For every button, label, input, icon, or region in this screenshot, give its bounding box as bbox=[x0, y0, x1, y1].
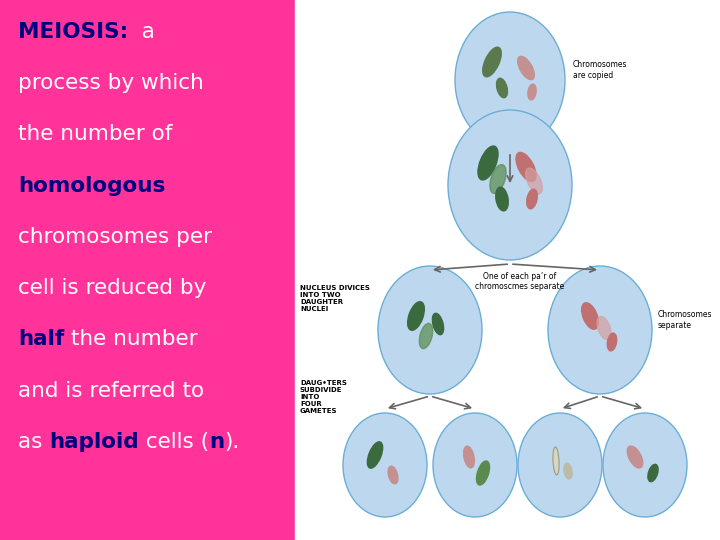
Text: haploid: haploid bbox=[49, 432, 139, 452]
Ellipse shape bbox=[607, 333, 617, 351]
Ellipse shape bbox=[597, 316, 611, 340]
Ellipse shape bbox=[518, 413, 602, 517]
Text: chromosomes per: chromosomes per bbox=[18, 227, 212, 247]
Text: n: n bbox=[209, 432, 224, 452]
Ellipse shape bbox=[548, 266, 652, 394]
Text: homologous: homologous bbox=[18, 176, 166, 195]
Text: One of each pa’r of
chromoscmes separate: One of each pa’r of chromoscmes separate bbox=[475, 272, 564, 292]
Ellipse shape bbox=[419, 323, 433, 349]
Ellipse shape bbox=[482, 47, 501, 77]
Ellipse shape bbox=[455, 12, 565, 148]
Ellipse shape bbox=[553, 447, 559, 475]
Ellipse shape bbox=[388, 466, 398, 484]
Text: a: a bbox=[128, 22, 155, 42]
Ellipse shape bbox=[582, 303, 598, 329]
Text: half: half bbox=[18, 329, 64, 349]
Ellipse shape bbox=[477, 461, 490, 485]
Text: ).: ). bbox=[224, 432, 239, 452]
Ellipse shape bbox=[490, 165, 506, 193]
Ellipse shape bbox=[367, 442, 382, 468]
Text: cell is reduced by: cell is reduced by bbox=[18, 278, 207, 298]
Ellipse shape bbox=[433, 413, 517, 517]
Text: Chromosomes
are copied: Chromosomes are copied bbox=[573, 60, 628, 80]
Ellipse shape bbox=[343, 413, 427, 517]
Ellipse shape bbox=[648, 464, 658, 482]
Text: the number: the number bbox=[64, 329, 198, 349]
Text: MEIOSIS:: MEIOSIS: bbox=[18, 22, 128, 42]
Text: NUCLEUS DIVICES
INTO TWO
DAUGHTER
NUCLEI: NUCLEUS DIVICES INTO TWO DAUGHTER NUCLEI bbox=[300, 285, 370, 312]
Ellipse shape bbox=[627, 446, 643, 468]
Ellipse shape bbox=[448, 110, 572, 260]
Text: process by which: process by which bbox=[18, 73, 204, 93]
Ellipse shape bbox=[497, 78, 508, 98]
Text: cells (: cells ( bbox=[139, 432, 209, 452]
Ellipse shape bbox=[518, 56, 534, 80]
Ellipse shape bbox=[433, 313, 444, 335]
Ellipse shape bbox=[408, 302, 424, 330]
Ellipse shape bbox=[378, 266, 482, 394]
Text: and is referred to: and is referred to bbox=[18, 381, 204, 401]
Text: Chromosomes
separate: Chromosomes separate bbox=[658, 310, 713, 330]
Ellipse shape bbox=[516, 152, 536, 181]
Ellipse shape bbox=[526, 168, 542, 194]
Text: DAUG•TERS
SUBDIVIDE
INTO
FOUR
GAMETES: DAUG•TERS SUBDIVIDE INTO FOUR GAMETES bbox=[300, 380, 347, 414]
Ellipse shape bbox=[496, 187, 508, 211]
Ellipse shape bbox=[478, 146, 498, 180]
Text: the number of: the number of bbox=[18, 124, 172, 144]
Ellipse shape bbox=[464, 446, 474, 468]
Ellipse shape bbox=[527, 189, 537, 209]
Ellipse shape bbox=[528, 84, 536, 100]
Bar bbox=[295, 0, 720, 540]
Text: as: as bbox=[18, 432, 49, 452]
Ellipse shape bbox=[603, 413, 687, 517]
Ellipse shape bbox=[564, 463, 572, 479]
